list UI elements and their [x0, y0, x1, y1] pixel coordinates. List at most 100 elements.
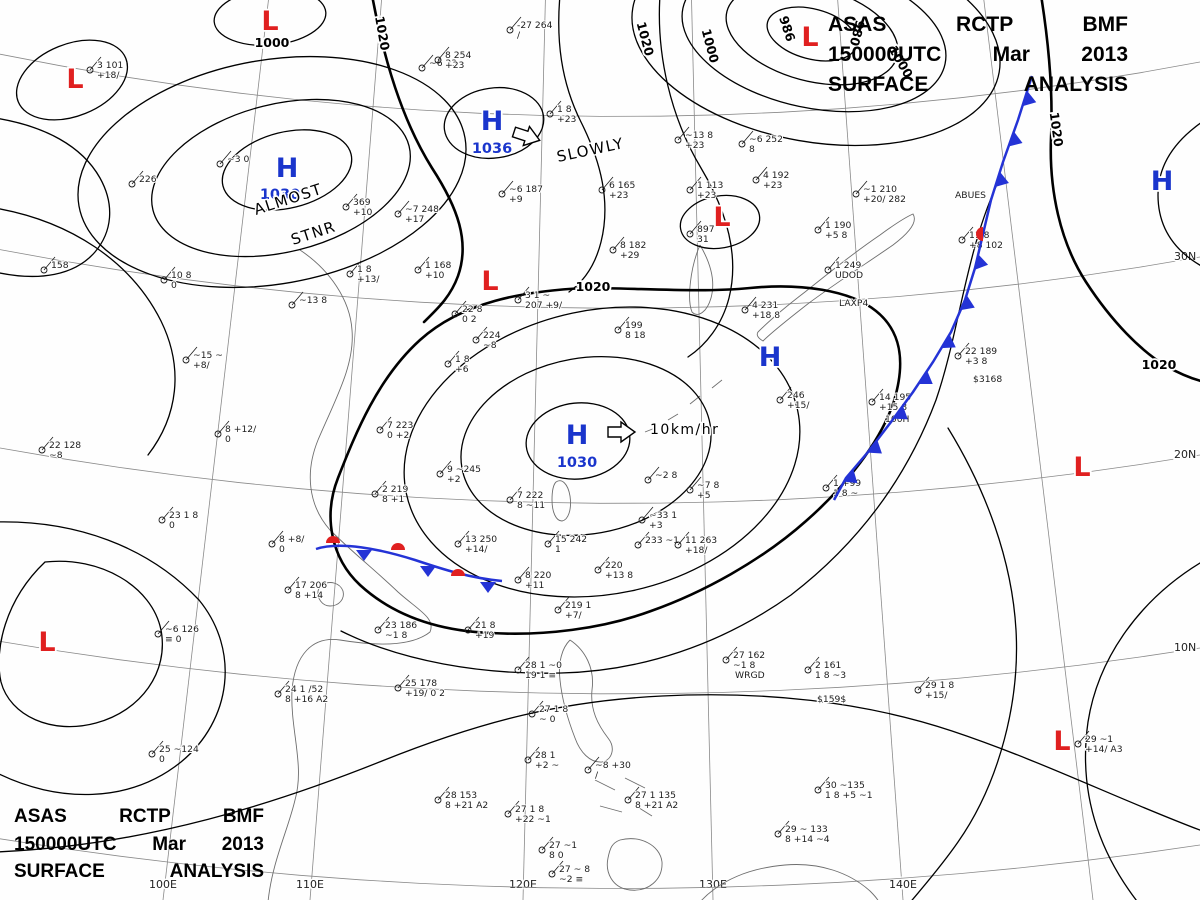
station-circle-icon	[160, 276, 168, 284]
station-value: 19 1 ≡	[525, 670, 556, 681]
station-value: 14 195	[879, 392, 911, 403]
station-value: 233 ~1	[645, 535, 679, 546]
station-plot: LAXP4	[838, 297, 869, 310]
wind-barb-icon	[517, 286, 530, 301]
station-value: 0	[169, 520, 175, 531]
station-value: +19	[475, 630, 495, 641]
isobar-value-label: 1020	[372, 15, 393, 52]
warm-front-semicircle-icon	[326, 536, 340, 543]
low-symbol: L	[801, 22, 818, 53]
station-value: ~15 ~	[193, 350, 223, 361]
station-circle-icon	[914, 686, 922, 694]
wind-barb-icon	[509, 16, 522, 31]
station-plot: 28 1+2 ~	[524, 746, 560, 772]
station-circle-icon	[414, 266, 422, 274]
station-value: +3 8	[965, 356, 987, 367]
wind-barb-icon	[779, 386, 792, 401]
station-circle-icon	[346, 270, 354, 278]
coastline	[559, 639, 613, 763]
station-circle-icon	[418, 64, 426, 72]
station-value: +23	[697, 190, 717, 201]
station-circle-icon	[634, 541, 642, 549]
cold-front-triangle-icon	[1022, 90, 1037, 107]
station-plot: -27 264/	[506, 16, 554, 42]
station-plot: 369+10	[342, 193, 374, 219]
movement-annotation: ALMOST	[252, 180, 325, 219]
station-plot: ~6 187+9	[498, 180, 544, 206]
cold-front-triangle-icon	[843, 469, 858, 484]
cold-front-triangle-icon	[995, 171, 1009, 188]
parallel-line	[0, 641, 1200, 695]
isobar-value-label: 1000	[699, 27, 723, 65]
station-plot: 233 ~1	[634, 531, 680, 549]
station-value: 8 ~11	[517, 500, 545, 511]
station-value: 8 +21 A2	[635, 800, 678, 811]
station-circle-icon	[686, 486, 694, 494]
station-circle-icon	[624, 796, 632, 804]
wind-barb-icon	[689, 220, 702, 235]
station-plot: 1 168+10	[414, 256, 452, 282]
wind-barb-icon	[345, 193, 358, 208]
wind-barb-icon	[417, 256, 430, 271]
station-value: 220	[605, 560, 623, 571]
station-circle-icon	[434, 56, 442, 64]
station-plot: 1 +991 8 ~	[822, 474, 862, 500]
station-plot: 27 ~ 8~2 ≡	[548, 860, 591, 886]
station-value: +23	[445, 60, 465, 71]
station-value: 11 263	[685, 535, 717, 546]
station-circle-icon	[506, 496, 514, 504]
station-plot: 246+15/	[776, 386, 811, 412]
cold-front-triangle-icon	[480, 582, 496, 593]
coastline	[644, 379, 723, 433]
low-pressure-center: L	[260, 4, 281, 39]
station-plot: 23 1 80	[158, 506, 199, 532]
isobar-line	[0, 694, 1200, 853]
high-pressure-center: H	[1149, 164, 1175, 199]
station-value: 30 ~135	[825, 780, 865, 791]
wind-barb-icon	[547, 530, 560, 545]
wind-barb-icon	[475, 326, 488, 341]
meridian-line	[522, 0, 546, 900]
movement-arrow-icon	[511, 124, 541, 147]
isobar-value-label: 1020	[576, 279, 611, 294]
station-value: +6	[455, 364, 469, 375]
wind-barb-icon	[467, 616, 480, 631]
station-value: ~1 8	[385, 630, 407, 641]
wind-barb-icon	[1077, 730, 1090, 745]
station-value: 246	[787, 390, 805, 401]
isobar-line	[0, 521, 226, 796]
station-value: +8/	[193, 360, 211, 371]
station-value: +9	[509, 194, 523, 205]
station-plot: WRGD	[734, 669, 766, 682]
low-pressure-center: L	[1072, 450, 1093, 485]
fronts-layer	[315, 75, 1037, 593]
wind-barb-icon	[509, 486, 522, 501]
wind-barb-icon	[157, 620, 170, 635]
station-value: $3168	[973, 374, 1002, 385]
isobar-line	[766, 6, 858, 62]
station-plot: 9 ~245+2	[436, 460, 482, 486]
station-value: 369	[353, 197, 371, 208]
station-value: +2 ~	[535, 760, 559, 771]
coastline	[756, 213, 915, 342]
station-value: 0	[279, 544, 285, 555]
station-value: +5 8	[825, 230, 847, 241]
station-value: 8 +8/	[279, 534, 305, 545]
station-value: ~ 0	[539, 714, 556, 725]
station-value: 8 +21 A2	[445, 800, 488, 811]
station-plot: 158	[40, 256, 70, 274]
isobar-line	[558, 0, 606, 293]
station-value: 8 +14	[295, 590, 323, 601]
station-circle-icon	[288, 301, 296, 309]
station-value: 1 8 ~3	[815, 670, 846, 681]
station-value: ~1 210	[863, 184, 897, 195]
center-pressure-value: 1036	[472, 141, 512, 157]
station-value: $159$	[817, 694, 846, 705]
isobar-line	[443, 86, 545, 160]
station-plot: 27 162~1 8	[722, 646, 766, 672]
station-value: ~2 ≡	[559, 874, 583, 885]
